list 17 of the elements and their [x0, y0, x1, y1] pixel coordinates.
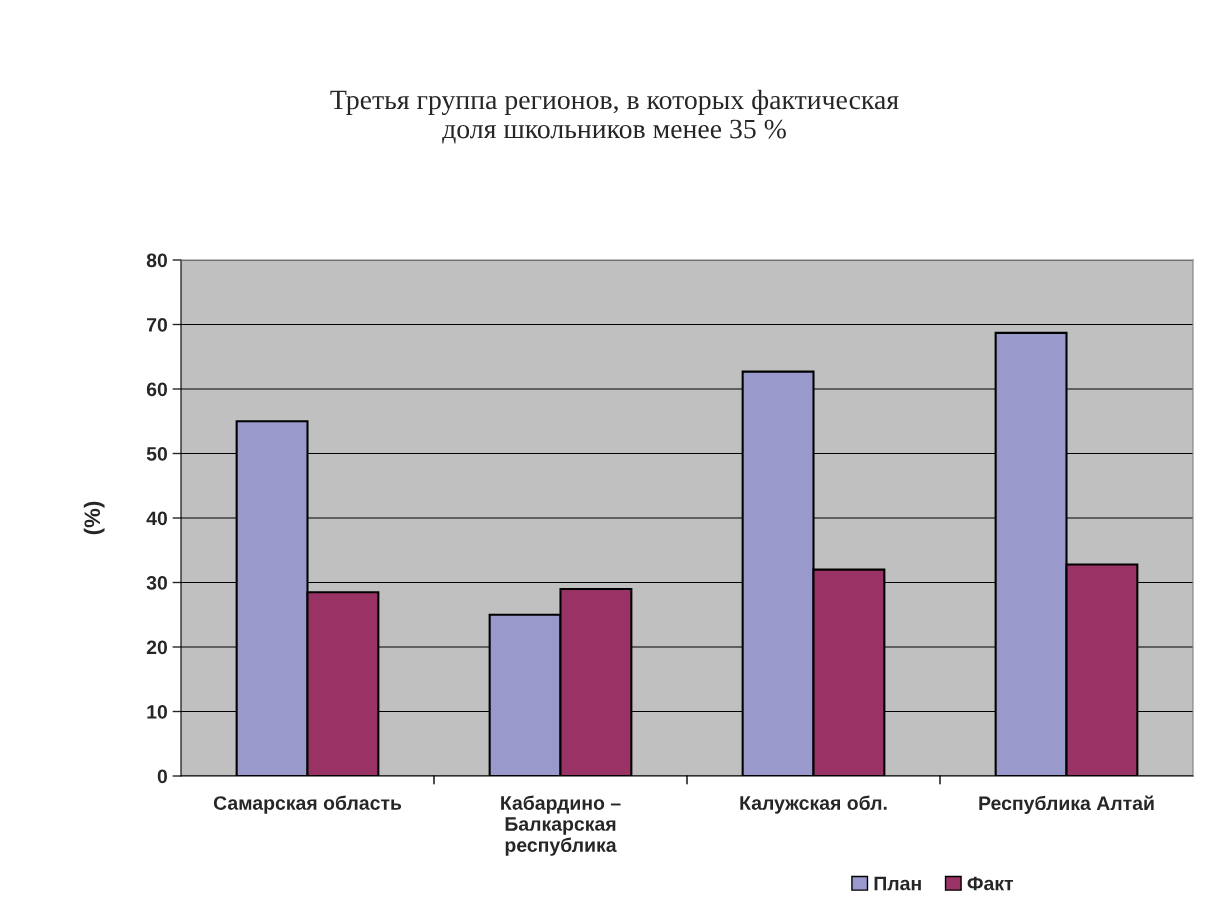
legend-label: План [874, 876, 921, 891]
y-tick-label: 40 [146, 511, 168, 526]
y-tick-label: 20 [146, 640, 168, 655]
x-tick-label: Самарская область [213, 795, 402, 814]
chart-title: Третья группа регионов, в которых фактическая доля школьников менее 35 % [330, 89, 899, 144]
x-tick-label: Кабардино – Балкарская республика [501, 795, 621, 856]
y-tick-label: 50 [146, 446, 168, 461]
y-tick-label: 70 [147, 317, 168, 332]
y-tick-label: 0 [157, 769, 168, 784]
y-tick-label: 80 [146, 253, 168, 268]
y-tick-label: 30 [146, 575, 168, 590]
y-tick-label: 10 [147, 704, 168, 719]
y-axis-title: (%) [83, 501, 105, 535]
legend-label: Факт [967, 876, 1014, 891]
x-tick-label: Калужская обл. [740, 795, 887, 814]
y-tick-label: 60 [146, 382, 168, 397]
x-tick-label: Республика Алтай [979, 795, 1154, 814]
